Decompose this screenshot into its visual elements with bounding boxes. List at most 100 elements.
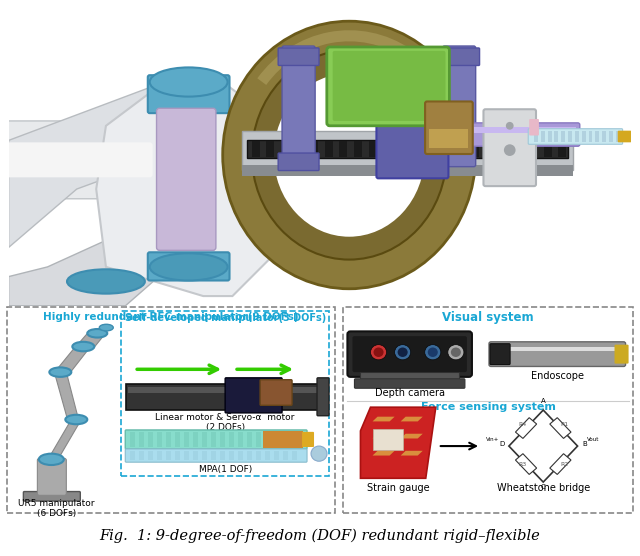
FancyBboxPatch shape — [616, 131, 620, 142]
Polygon shape — [401, 434, 423, 439]
FancyBboxPatch shape — [8, 14, 632, 306]
Text: Self-developed manipulator(3 DOFs): Self-developed manipulator(3 DOFs) — [125, 313, 326, 323]
Text: Fig.  1: 9-degree-of-freedom (DOF) redundant rigid–flexible: Fig. 1: 9-degree-of-freedom (DOF) redund… — [100, 529, 540, 543]
FancyBboxPatch shape — [558, 141, 566, 157]
FancyBboxPatch shape — [175, 432, 180, 447]
FancyBboxPatch shape — [157, 108, 216, 250]
Polygon shape — [54, 372, 79, 423]
FancyBboxPatch shape — [126, 384, 321, 410]
FancyBboxPatch shape — [456, 141, 464, 157]
Text: R1: R1 — [560, 422, 568, 427]
FancyBboxPatch shape — [429, 128, 468, 148]
FancyBboxPatch shape — [131, 432, 135, 447]
FancyBboxPatch shape — [131, 451, 135, 460]
FancyBboxPatch shape — [554, 131, 558, 142]
FancyBboxPatch shape — [229, 432, 234, 447]
FancyBboxPatch shape — [242, 165, 573, 176]
Text: R4: R4 — [518, 422, 526, 427]
Circle shape — [397, 348, 408, 357]
FancyBboxPatch shape — [302, 432, 314, 447]
FancyBboxPatch shape — [274, 432, 279, 447]
FancyBboxPatch shape — [247, 432, 252, 447]
FancyBboxPatch shape — [353, 336, 467, 372]
FancyBboxPatch shape — [327, 47, 449, 126]
FancyBboxPatch shape — [274, 451, 279, 460]
Circle shape — [448, 345, 464, 360]
FancyBboxPatch shape — [500, 141, 508, 157]
Polygon shape — [372, 434, 395, 439]
FancyBboxPatch shape — [282, 46, 315, 167]
FancyBboxPatch shape — [265, 432, 270, 447]
Polygon shape — [52, 346, 92, 375]
FancyBboxPatch shape — [339, 141, 348, 157]
FancyBboxPatch shape — [202, 451, 207, 460]
FancyBboxPatch shape — [283, 432, 288, 447]
Text: D: D — [499, 441, 504, 447]
FancyBboxPatch shape — [193, 432, 198, 447]
FancyBboxPatch shape — [296, 141, 303, 157]
PathPatch shape — [96, 82, 281, 296]
FancyBboxPatch shape — [266, 141, 275, 157]
FancyBboxPatch shape — [157, 451, 162, 460]
Polygon shape — [515, 418, 537, 439]
Text: Linear motor & Servo-α  motor
(2 DOFs): Linear motor & Servo-α motor (2 DOFs) — [156, 413, 295, 432]
Text: R3: R3 — [518, 462, 526, 467]
FancyBboxPatch shape — [544, 141, 552, 157]
FancyBboxPatch shape — [184, 432, 189, 447]
Ellipse shape — [65, 415, 87, 424]
FancyBboxPatch shape — [589, 131, 593, 142]
PathPatch shape — [8, 218, 204, 306]
FancyBboxPatch shape — [4, 121, 150, 198]
Text: Endoscope: Endoscope — [531, 371, 584, 381]
FancyBboxPatch shape — [37, 458, 67, 495]
FancyBboxPatch shape — [220, 432, 225, 447]
Ellipse shape — [39, 454, 64, 465]
FancyBboxPatch shape — [175, 451, 180, 460]
FancyBboxPatch shape — [443, 46, 476, 167]
FancyBboxPatch shape — [595, 131, 599, 142]
FancyBboxPatch shape — [278, 153, 319, 171]
Text: Visual system: Visual system — [442, 311, 534, 324]
FancyBboxPatch shape — [193, 451, 198, 460]
FancyBboxPatch shape — [529, 119, 539, 136]
Text: Vin+: Vin+ — [486, 438, 499, 443]
FancyBboxPatch shape — [438, 48, 479, 66]
FancyBboxPatch shape — [534, 131, 538, 142]
FancyBboxPatch shape — [281, 141, 289, 157]
FancyBboxPatch shape — [427, 141, 435, 157]
FancyBboxPatch shape — [252, 141, 260, 157]
Polygon shape — [550, 454, 571, 474]
Polygon shape — [550, 418, 571, 439]
Circle shape — [425, 345, 441, 360]
FancyBboxPatch shape — [489, 342, 625, 366]
FancyBboxPatch shape — [528, 128, 623, 144]
Text: MPA(1 DOF): MPA(1 DOF) — [198, 465, 252, 474]
Text: R2: R2 — [560, 462, 568, 467]
Text: Force sensing system: Force sensing system — [420, 402, 556, 412]
FancyBboxPatch shape — [442, 141, 449, 157]
Text: Wheatstone bridge: Wheatstone bridge — [497, 483, 590, 493]
FancyBboxPatch shape — [140, 451, 144, 460]
FancyBboxPatch shape — [148, 75, 230, 113]
FancyBboxPatch shape — [548, 131, 552, 142]
Polygon shape — [401, 416, 423, 421]
FancyBboxPatch shape — [121, 311, 329, 476]
FancyBboxPatch shape — [483, 109, 536, 186]
Circle shape — [374, 348, 383, 357]
FancyBboxPatch shape — [283, 451, 288, 460]
Polygon shape — [401, 451, 423, 455]
FancyBboxPatch shape — [242, 131, 573, 170]
FancyBboxPatch shape — [618, 131, 632, 142]
Circle shape — [311, 446, 327, 461]
FancyBboxPatch shape — [372, 429, 403, 450]
FancyBboxPatch shape — [317, 378, 329, 416]
FancyBboxPatch shape — [582, 131, 586, 142]
Ellipse shape — [72, 342, 94, 351]
FancyBboxPatch shape — [125, 430, 307, 449]
FancyBboxPatch shape — [211, 432, 216, 447]
FancyBboxPatch shape — [348, 331, 472, 377]
Text: UR5 manipulator
(6 DOFs): UR5 manipulator (6 DOFs) — [18, 499, 95, 518]
FancyBboxPatch shape — [485, 141, 493, 157]
Ellipse shape — [252, 51, 447, 260]
Ellipse shape — [99, 324, 113, 331]
